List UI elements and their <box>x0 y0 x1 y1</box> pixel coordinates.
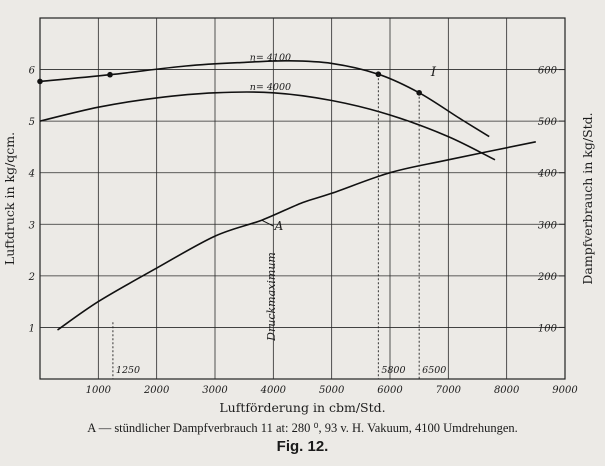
x-axis-title: Luftförderung in cbm/Std. <box>219 400 385 415</box>
series-line-1 <box>39 59 490 138</box>
point-A-leader <box>261 219 274 227</box>
y-left-tick-label: 1 <box>29 323 35 334</box>
label-n4100: n= 4100 <box>250 52 291 63</box>
x-tick-label: 1000 <box>86 385 112 396</box>
figure-label: Fig. 12. <box>276 438 329 455</box>
y-right-tick-label: 600 <box>538 66 558 77</box>
y-left-tick-label: 5 <box>29 117 35 128</box>
label-point-A: A <box>274 219 284 233</box>
x-tick-label: 7000 <box>436 385 462 396</box>
y-right-tick-label: 400 <box>537 169 558 180</box>
y-right-tick-label: 200 <box>537 272 558 283</box>
label-n4000: n= 4000 <box>250 82 291 93</box>
x-tick-label: 6000 <box>377 385 403 396</box>
series-line-3 <box>57 141 536 331</box>
caption-text: A — stündlicher Dampfverbrauch 11 at: 28… <box>87 421 518 435</box>
x-tick-label: 4000 <box>260 385 287 396</box>
label-druckmaximum: Druckmaximum <box>265 252 278 342</box>
y-left-tick-label: 3 <box>29 220 35 231</box>
throttle-label: 6500 <box>422 365 446 376</box>
y-left-tick-label: 2 <box>28 272 35 283</box>
x-tick-label: 2000 <box>143 385 170 396</box>
y-right-tick-label: 300 <box>538 220 558 231</box>
y-left-tick-label: 4 <box>28 169 35 180</box>
y-left-axis-title: Luftdruck in kg/qcm. <box>2 132 17 265</box>
x-tick-label: 8000 <box>494 385 520 396</box>
plot-frame <box>39 17 566 380</box>
curve-marker <box>416 89 422 96</box>
y-left-tick-label: 6 <box>29 66 36 77</box>
x-tick-label: 5000 <box>319 385 345 396</box>
y-right-tick-label: 100 <box>538 323 558 334</box>
curve-marker <box>107 71 113 78</box>
curve-marker <box>37 78 43 85</box>
throttle-label: 5800 <box>381 365 405 376</box>
label-curve-I: I <box>430 65 437 80</box>
throttle-label: 1250 <box>116 365 140 376</box>
y-right-tick-label: 500 <box>538 117 558 128</box>
x-tick-label: 3000 <box>202 385 228 396</box>
x-tick-label: 9000 <box>552 385 578 396</box>
series-line-2 <box>39 91 496 161</box>
y-right-axis-title: Dampfverbrauch in kg/Std. <box>580 112 595 284</box>
